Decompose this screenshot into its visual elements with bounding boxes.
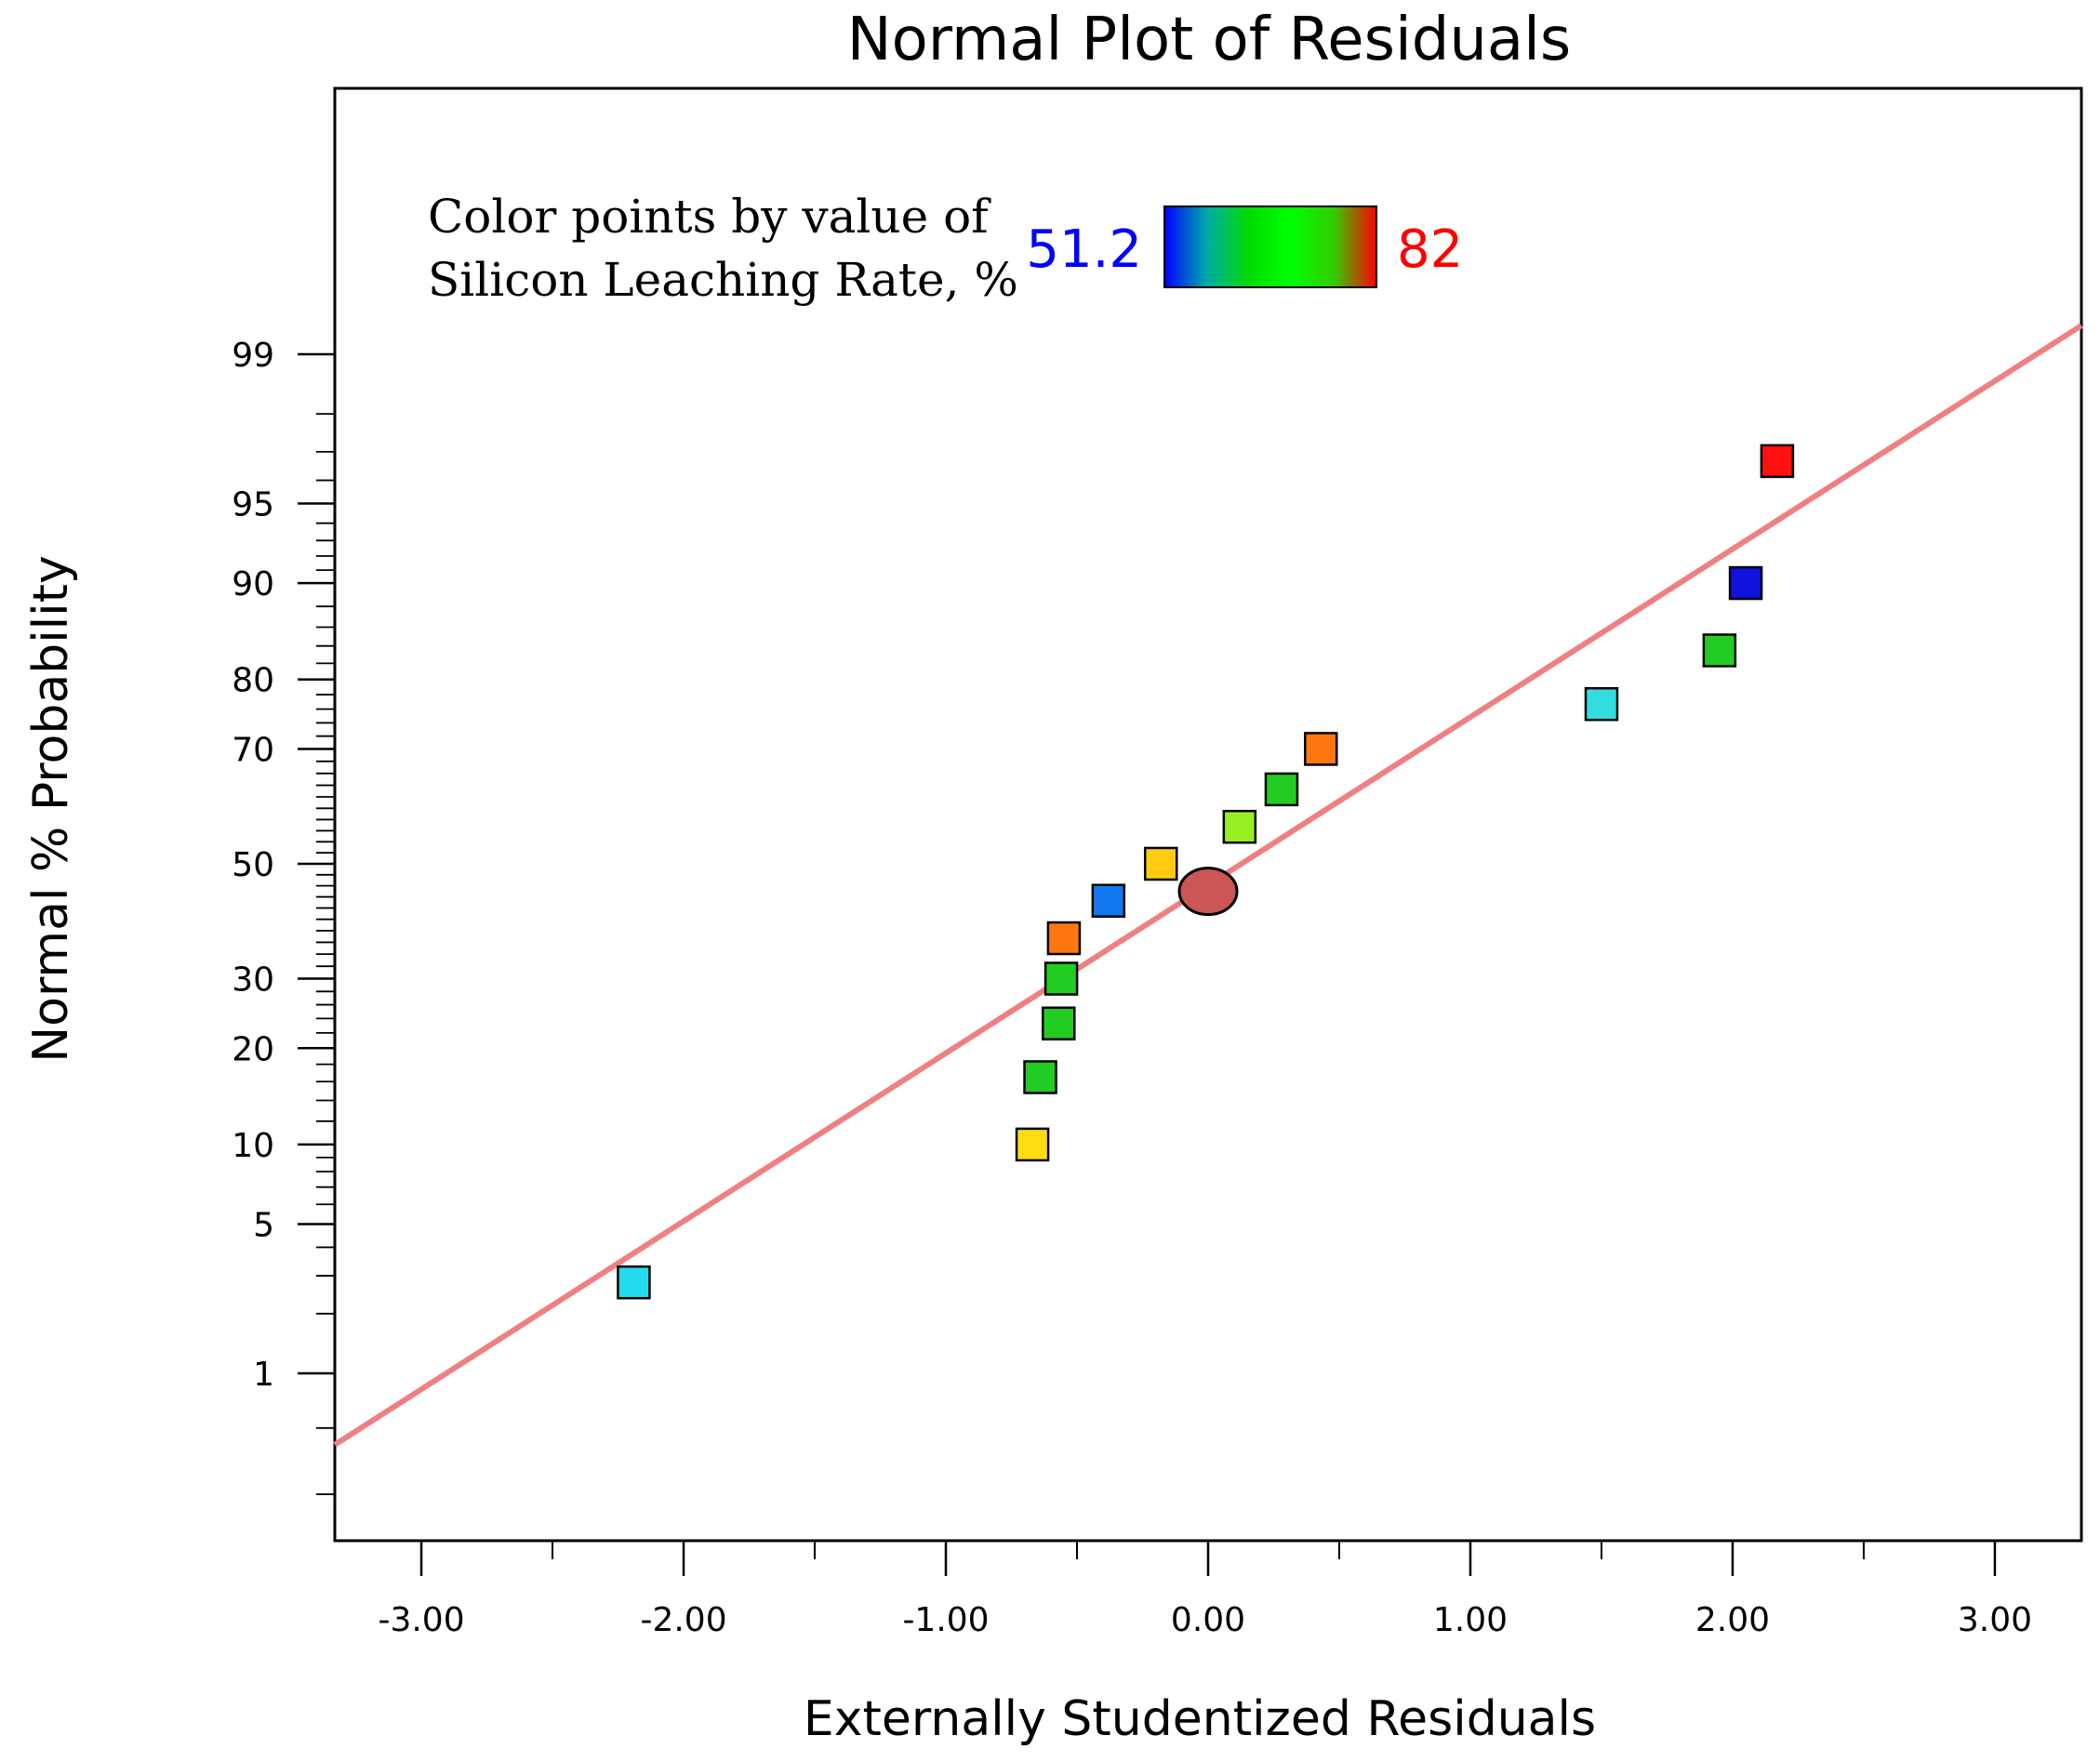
highlight-point[interactable]	[1177, 867, 1239, 917]
x-tick-label: -1.00	[902, 1601, 989, 1639]
data-point[interactable]	[1304, 732, 1338, 766]
y-tick-label: 95	[232, 485, 274, 523]
data-points	[617, 444, 1795, 1300]
data-point[interactable]	[1015, 1127, 1050, 1162]
x-tick-label: 1.00	[1433, 1601, 1508, 1639]
data-point[interactable]	[1264, 772, 1299, 807]
x-tick-label: -3.00	[378, 1601, 464, 1639]
axis-ticks	[298, 352, 1997, 1576]
data-point[interactable]	[1023, 1060, 1057, 1094]
y-tick-label: 20	[232, 1030, 274, 1068]
y-tick-labels: 1 5 10 20 30 50 70 80 90 95 99	[232, 337, 274, 1394]
y-tick-label: 99	[232, 337, 274, 375]
legend-line-2: Silicon Leaching Rate, %	[428, 253, 1018, 307]
data-point[interactable]	[1046, 921, 1082, 956]
data-point[interactable]	[1760, 444, 1795, 479]
y-tick-label: 1	[253, 1356, 274, 1394]
data-point[interactable]	[1043, 961, 1079, 996]
color-legend: Color points by value of Silicon Leachin…	[428, 190, 1463, 307]
y-minor-ticks	[316, 413, 335, 1495]
y-axis-label: Normal % Probability	[23, 555, 79, 1063]
legend-min-label: 51.2	[1026, 219, 1142, 280]
x-tick-label: -2.00	[640, 1601, 726, 1639]
legend-color-bar	[1163, 205, 1377, 288]
data-point[interactable]	[1728, 565, 1763, 601]
y-tick-label: 10	[232, 1127, 274, 1165]
x-tick-label: 2.00	[1695, 1601, 1770, 1639]
y-tick-label: 80	[232, 662, 274, 700]
x-tick-labels: -3.00 -2.00 -1.00 0.00 1.00 2.00 3.00	[378, 1601, 2032, 1639]
x-axis-label: Externally Studentized Residuals	[804, 1691, 1596, 1747]
data-point[interactable]	[1702, 633, 1737, 668]
y-tick-label: 5	[253, 1206, 274, 1244]
legend-line-1: Color points by value of	[428, 190, 991, 244]
y-tick-label: 70	[232, 731, 274, 769]
x-tick-label: 0.00	[1171, 1601, 1245, 1639]
data-point[interactable]	[1584, 686, 1619, 722]
y-tick-label: 90	[232, 565, 274, 603]
y-tick-label: 50	[232, 846, 274, 884]
data-point[interactable]	[1222, 809, 1257, 844]
data-point[interactable]	[1091, 883, 1126, 918]
data-point[interactable]	[617, 1265, 651, 1300]
x-tick-label: 3.00	[1958, 1601, 2032, 1639]
legend-max-label: 82	[1397, 219, 1463, 280]
data-point[interactable]	[1042, 1006, 1076, 1040]
chart-title: Normal Plot of Residuals	[847, 6, 1572, 74]
data-point[interactable]	[1143, 846, 1178, 881]
y-tick-label: 30	[232, 961, 274, 1000]
